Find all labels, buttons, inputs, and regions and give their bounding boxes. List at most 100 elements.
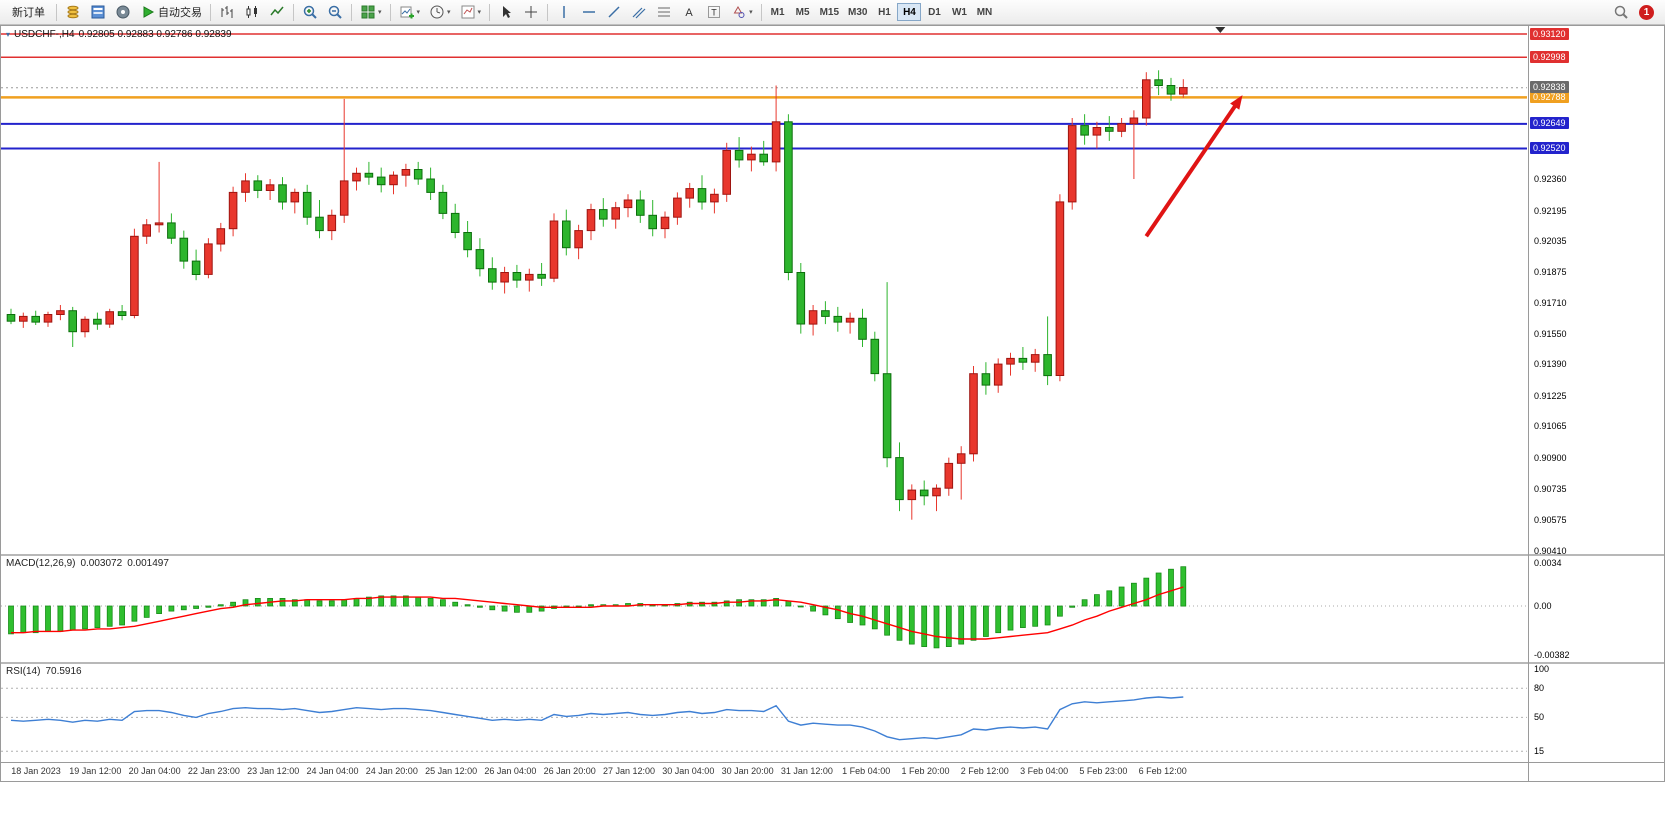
macd-main-value: 0.003072	[80, 558, 123, 569]
text-icon: A	[685, 7, 693, 19]
timeframe-button-d1[interactable]: D1	[922, 3, 946, 21]
vertical-line-tool-button[interactable]	[552, 2, 576, 22]
text-tool-button[interactable]: A	[677, 2, 701, 22]
time-tick-label: 31 Jan 12:00	[780, 766, 833, 776]
rsi-tick-label: 100	[1534, 663, 1550, 674]
timeframe-button-m5[interactable]: M5	[791, 3, 815, 21]
coins-icon	[67, 5, 79, 19]
time-tick-label: 27 Jan 12:00	[602, 766, 656, 776]
fibonacci-tool-button[interactable]	[652, 2, 676, 22]
tile-windows-button[interactable]: ▾	[356, 2, 386, 22]
play-icon	[143, 6, 155, 18]
macd-pane[interactable]: MACD(12,26,9) 0.003072 0.001497	[1, 556, 1528, 662]
toolbar-divider	[389, 3, 391, 21]
chevron-down-icon: ▾	[378, 8, 382, 16]
time-tick-label: 24 Jan 20:00	[365, 766, 418, 776]
time-tick-label: 1 Feb 04:00	[842, 766, 891, 776]
horizontal-line-tool-button[interactable]	[577, 2, 601, 22]
window-bottom-area	[0, 782, 1665, 835]
timeframe-button-mn[interactable]: MN	[972, 3, 996, 21]
bar-chart-button[interactable]	[215, 2, 239, 22]
main-toolbar: 新订单 自动交易 ▾ ▾ ▾ ▾ A T ▾	[0, 0, 1665, 25]
candlesticks-icon	[246, 6, 257, 18]
pane-separator[interactable]	[1, 662, 1528, 664]
time-tick-label: 30 Jan 04:00	[662, 766, 715, 776]
price-tick-label: 0.91550	[1534, 328, 1567, 339]
new-order-button[interactable]: 新订单	[5, 2, 52, 22]
toolbar-divider	[210, 3, 211, 21]
macd-signal-value: 0.001497	[127, 558, 169, 569]
price-tick-label: 0.92195	[1534, 205, 1567, 216]
macd-indicator-label: MACD(12,26,9) 0.003072 0.001497	[6, 558, 169, 569]
clock-icon	[430, 5, 444, 19]
cursor-button[interactable]	[494, 2, 518, 22]
auto-trading-label: 自动交易	[158, 7, 202, 19]
rsi-pane[interactable]: RSI(14) 70.5916	[1, 664, 1528, 762]
timeframe-button-m30[interactable]: M30	[844, 3, 871, 21]
toolbar-divider	[489, 3, 491, 21]
channel-tool-button[interactable]	[627, 2, 651, 22]
auto-trading-button[interactable]: 自动交易	[136, 2, 206, 22]
candlestick-chart-button[interactable]	[240, 2, 264, 22]
toolbar-right: 1	[1609, 2, 1660, 22]
price-tick-label: 0.92035	[1534, 236, 1567, 247]
price-tick-label: 0.92360	[1534, 174, 1567, 185]
line-chart-button[interactable]	[265, 2, 289, 22]
chart-symbol-period: USDCHF-,H4	[14, 29, 75, 40]
price-line-badge: 0.92520	[1530, 142, 1569, 154]
price-axis[interactable]: 0.92360 0.92195 0.92035 0.91875 0.91710 0.915…	[1528, 26, 1664, 781]
chevron-down-icon: ▾	[6, 30, 11, 39]
timeframe-button-w1[interactable]: W1	[947, 3, 971, 21]
toolbar-divider	[760, 3, 762, 21]
timeframe-button-h1[interactable]: H1	[872, 3, 896, 21]
rsi-value: 70.5916	[45, 666, 82, 677]
vertical-line-icon	[563, 6, 565, 18]
time-tick-label: 20 Jan 04:00	[128, 766, 181, 776]
new-chart-button[interactable]: ▾	[395, 2, 425, 22]
templates-button[interactable]: ▾	[456, 2, 486, 22]
tile-windows-icon	[361, 5, 375, 19]
label-tool-button[interactable]: T	[702, 2, 726, 22]
time-tick-label: 22 Jan 23:00	[187, 766, 240, 776]
rsi-tick-label: 80	[1534, 683, 1545, 694]
price-tick-label: 0.90900	[1534, 452, 1567, 463]
candlestick-pane[interactable]: ▾ USDCHF-,H4 0.92805 0.92883 0.92786 0.9…	[1, 26, 1528, 554]
time-tick-label: 25 Jan 12:00	[425, 766, 478, 776]
rsi-plot[interactable]	[1, 664, 1528, 767]
chart-window: ▾ USDCHF-,H4 0.92805 0.92883 0.92786 0.9…	[0, 25, 1665, 782]
market-watch-button[interactable]	[61, 2, 85, 22]
navigator-button[interactable]	[111, 2, 135, 22]
macd-tick-label: 0.0034	[1534, 557, 1562, 568]
crosshair-button[interactable]	[519, 2, 543, 22]
pane-separator[interactable]	[1, 554, 1528, 556]
time-tick-label: 2 Feb 12:00	[960, 766, 1009, 776]
channel-icon	[632, 7, 646, 19]
candlestick-svg	[1, 27, 1527, 520]
rsi-indicator-label: RSI(14) 70.5916	[6, 666, 82, 677]
timeframe-button-h4[interactable]: H4	[897, 3, 922, 21]
time-tick-label: 5 Feb 23:00	[1079, 766, 1128, 776]
zoom-in-button[interactable]	[298, 2, 322, 22]
trendline-tool-button[interactable]	[602, 2, 626, 22]
timeframe-button-m1[interactable]: M1	[766, 3, 790, 21]
search-button[interactable]	[1609, 2, 1633, 22]
macd-plot[interactable]	[1, 556, 1528, 667]
zoom-out-button[interactable]	[323, 2, 347, 22]
chevron-down-icon: ▾	[416, 8, 421, 16]
notification-badge[interactable]: 1	[1639, 4, 1654, 20]
line-chart-icon	[270, 6, 284, 16]
info-icon	[116, 5, 130, 19]
market-panel-icon	[91, 5, 105, 19]
data-window-button[interactable]	[86, 2, 110, 22]
time-tick-label: 18 Jan 2023	[11, 766, 61, 776]
toolbar-divider	[351, 3, 352, 21]
price-tick-label: 0.91710	[1534, 298, 1567, 309]
timeframe-button-m15[interactable]: M15	[816, 3, 843, 21]
candlestick-plot[interactable]	[1, 26, 1528, 559]
price-line-badge: 0.92649	[1530, 117, 1569, 130]
price-tick-label: 0.91390	[1534, 359, 1567, 370]
period-button[interactable]: ▾	[425, 2, 455, 22]
time-axis[interactable]: 18 Jan 2023 19 Jan 12:00 20 Jan 04:00 22 Ja…	[1, 762, 1528, 779]
shapes-tool-button[interactable]: ▾	[727, 2, 757, 22]
